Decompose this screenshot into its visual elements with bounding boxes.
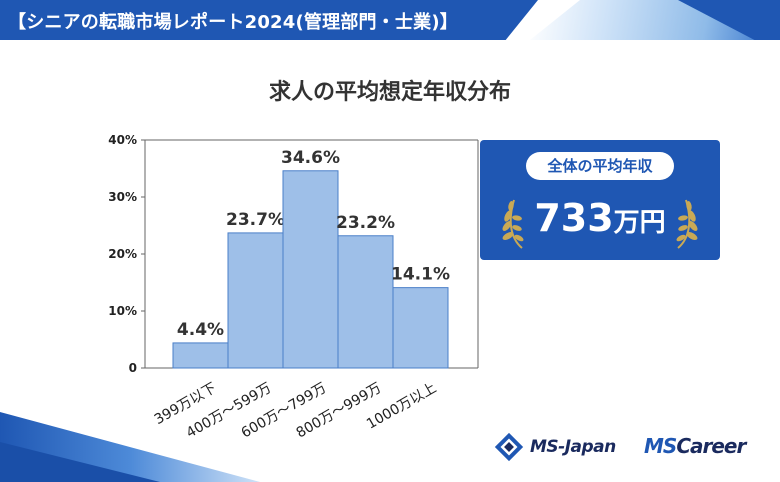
bar [282, 170, 339, 369]
laurel-left-icon [502, 199, 524, 249]
chart-title: 求人の平均想定年収分布 [268, 80, 511, 105]
bar-value-label: 23.7% [226, 210, 285, 230]
ms-japan-logo: MS-Japan [494, 432, 616, 462]
ms-japan-logo-text: MS-Japan [530, 437, 616, 457]
page-title: 【シニアの転職市場レポート2024(管理部門・士業)】 [8, 12, 458, 33]
bar-value-label: 34.6% [281, 148, 340, 168]
average-salary-box: 全体の平均年収 733万円 [480, 140, 720, 260]
y-tick-label: 10% [108, 304, 137, 318]
average-salary-unit: 万円 [613, 208, 666, 238]
ms-career-logo: MSCareer [644, 434, 746, 458]
bar [227, 232, 284, 369]
y-tick-label: 40% [108, 133, 137, 147]
ms-japan-logo-icon [494, 432, 524, 462]
average-salary-number: 733 [534, 196, 614, 240]
bar [172, 342, 229, 369]
ms-career-logo-ms: MS [644, 434, 677, 458]
bar-value-label: 14.1% [391, 265, 450, 285]
bar-value-label: 23.2% [336, 213, 395, 233]
header-bar [0, 0, 538, 40]
bar [392, 287, 449, 369]
y-tick-label: 20% [108, 247, 137, 261]
bar [337, 235, 394, 369]
average-salary-label: 全体の平均年収 [526, 152, 674, 180]
ms-career-logo-career: Career [676, 434, 746, 458]
laurel-right-icon [676, 199, 698, 249]
average-salary-value: 733万円 [480, 196, 720, 240]
bar-value-label: 4.4% [177, 320, 224, 340]
y-tick-label: 30% [108, 190, 137, 204]
y-tick-label: 0 [129, 361, 137, 375]
